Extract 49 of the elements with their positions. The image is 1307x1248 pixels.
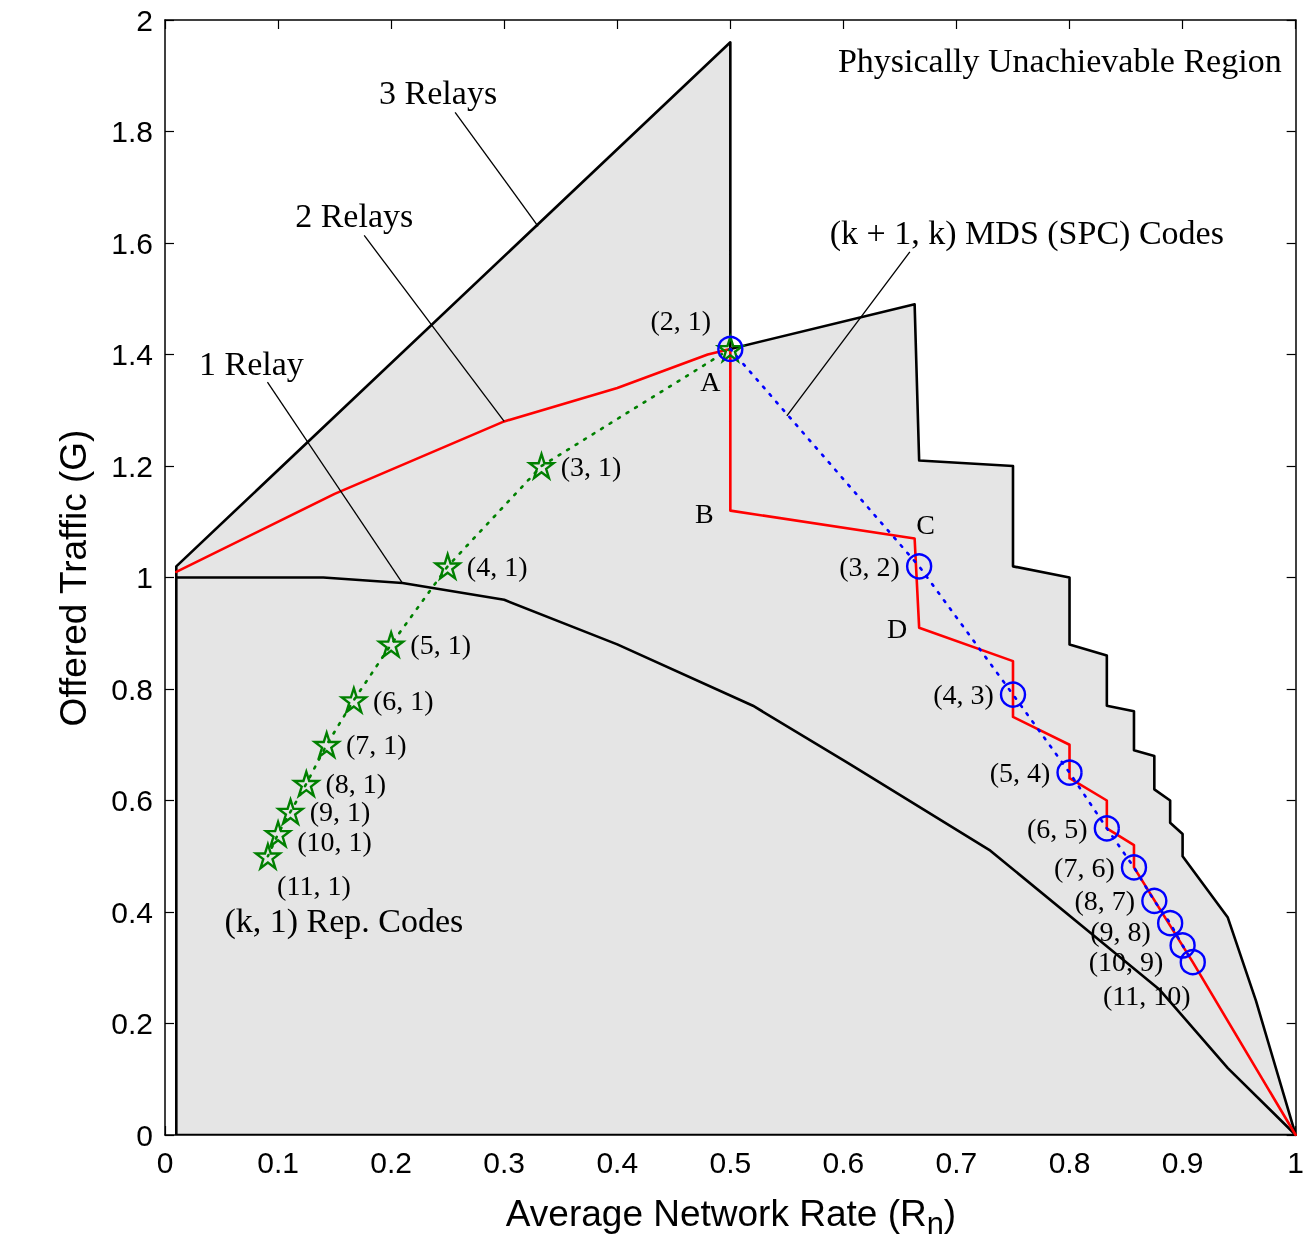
x-tick-label: 0.5 [709, 1145, 752, 1179]
data-label: (3, 2) [839, 550, 900, 582]
y-tick-label: 0.4 [111, 895, 153, 929]
data-label: (9, 8) [1090, 915, 1151, 947]
annotation: D [887, 613, 908, 645]
x-tick-label: 0.1 [257, 1145, 299, 1179]
y-tick-label: 1 [136, 561, 153, 594]
y-tick-label: 1.4 [111, 338, 153, 371]
annotation: C [916, 508, 935, 540]
y-tick-label: 0 [136, 1118, 153, 1152]
y-tick-label: 0.6 [111, 784, 153, 817]
annotation: B [694, 498, 714, 530]
x-axis-title: Average Network Rate (R$_{n}$) [504, 1193, 958, 1243]
data-label: (10, 1) [297, 826, 372, 858]
data-label: (8, 1) [325, 768, 387, 800]
y-tick-label: 2 [136, 3, 153, 37]
data-label: (6, 5) [1026, 812, 1088, 844]
x-tick-label: 0.9 [1161, 1145, 1204, 1179]
x-tick-label: 0.7 [935, 1145, 978, 1179]
data-label: (11, 1) [277, 869, 351, 901]
x-tick-label: 0.3 [483, 1145, 526, 1179]
x-tick-label: 0.2 [370, 1145, 412, 1179]
y-tick-label: 0.2 [111, 1007, 153, 1040]
data-label: (2, 1) [650, 305, 712, 337]
x-tick-label: 1 [1287, 1145, 1304, 1179]
y-tick-label: 1.8 [111, 115, 153, 148]
data-label: (6, 1) [373, 684, 434, 716]
x-tick-label: 0.4 [596, 1145, 639, 1179]
y-tick-label: 0.8 [111, 672, 153, 706]
data-label: (4, 3) [933, 679, 994, 711]
annotation: 3 Relays [379, 73, 498, 111]
data-label: (7, 6) [1054, 851, 1115, 883]
y-axis-title: Offered Traffic (G) [51, 428, 95, 728]
data-label: (4, 1) [466, 550, 528, 582]
annotation: A [700, 366, 722, 398]
data-label: (8, 7) [1074, 885, 1136, 917]
annotation: Physically Unachievable Region [837, 41, 1282, 79]
data-label: (5, 1) [410, 628, 471, 660]
annotation: (k, 1) Rep. Codes [224, 901, 464, 940]
annotation: 1 Relay [199, 344, 304, 382]
x-tick-label: 0.6 [822, 1145, 865, 1179]
annotation: (k + 1, k) MDS (SPC) Codes [829, 214, 1224, 253]
y-tick-label: 1.6 [111, 226, 153, 260]
y-tick-label: 1.2 [111, 449, 153, 483]
data-label: (5, 4) [989, 757, 1051, 789]
annotation: 2 Relays [295, 196, 414, 234]
data-label: (7, 1) [345, 729, 407, 761]
x-tick-label: 0.8 [1048, 1145, 1091, 1179]
data-label: (3, 1) [560, 450, 622, 482]
